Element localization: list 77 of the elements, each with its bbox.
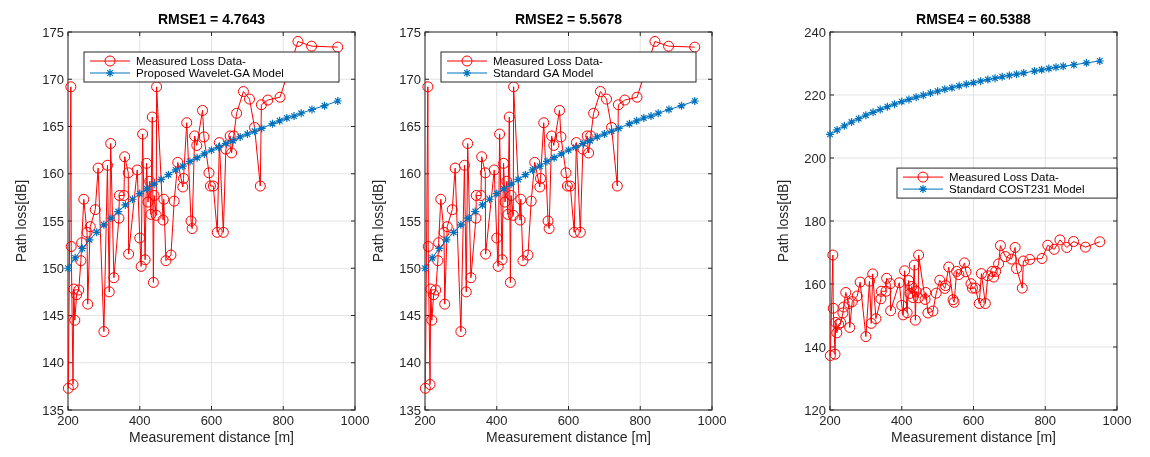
legend-label: Proposed Wavelet-GA Model [136, 67, 284, 79]
y-tick-label: 165 [42, 119, 64, 134]
y-tick-label: 240 [804, 24, 826, 40]
y-tick-label: 170 [42, 71, 64, 87]
point [113, 206, 123, 217]
point [427, 253, 437, 263]
point [441, 235, 452, 245]
x-axis-title: Measurement distance [m] [129, 429, 294, 445]
chart-title: RMSE2 = 5.5678 [514, 11, 623, 27]
point [690, 96, 700, 106]
x-tick-label: 800 [272, 413, 295, 428]
y-tick-label: 180 [804, 213, 826, 229]
x-tick-label: 1000 [697, 413, 727, 428]
x-tick-label: 1000 [1102, 413, 1132, 428]
point [470, 206, 480, 217]
legend-label: Measured Loss Data- [949, 171, 1060, 184]
chart-title: RMSE4 = 60.5388 [916, 11, 1032, 27]
y-axis-title: Path loss[dB] [370, 179, 386, 263]
x-tick-label: 400 [485, 413, 508, 428]
x-axis-title: Measurement distance [m] [891, 429, 1056, 445]
point [70, 253, 80, 263]
x-tick-label: 200 [414, 413, 436, 428]
y-tick-label: 155 [399, 213, 421, 229]
x-tick-label: 400 [890, 413, 913, 428]
y-tick-label: 150 [42, 260, 64, 276]
point [63, 263, 73, 273]
point [449, 227, 459, 237]
x-tick-label: 600 [200, 413, 223, 428]
point [463, 213, 473, 223]
x-tick-label: 1000 [340, 413, 370, 428]
y-tick-label: 170 [399, 71, 421, 87]
point [99, 220, 109, 230]
point [664, 104, 674, 115]
point [106, 213, 116, 223]
y-tick-label: 175 [42, 24, 64, 40]
point [434, 243, 444, 254]
point [319, 101, 330, 111]
x-tick-label: 800 [629, 413, 652, 428]
x-tick-label: 600 [962, 413, 985, 428]
y-tick-label: 160 [42, 166, 64, 182]
y-tick-label: 140 [42, 355, 64, 371]
point [456, 220, 466, 230]
y-tick-label: 145 [399, 308, 421, 323]
y-tick-label: 160 [399, 166, 421, 182]
point [77, 243, 87, 254]
chart-title: RMSE1 = 4.7643 [157, 11, 266, 27]
legend-label: Measured Loss Data- [493, 55, 604, 67]
legend-label: Standard GA Model [493, 67, 594, 79]
x-tick-label: 600 [557, 413, 580, 428]
y-tick-label: 140 [399, 355, 421, 371]
y-tick-label: 200 [804, 150, 826, 166]
x-tick-label: 200 [819, 413, 841, 428]
y-tick-label: 220 [804, 87, 826, 103]
x-tick-label: 800 [1034, 413, 1057, 428]
point [676, 101, 687, 111]
y-axis-title: Path loss[dB] [775, 179, 791, 263]
point [333, 96, 343, 106]
point [84, 235, 95, 245]
point [420, 263, 430, 273]
x-tick-label: 400 [128, 413, 151, 428]
y-tick-label: 140 [804, 339, 826, 355]
y-tick-label: 145 [42, 308, 64, 323]
point [1069, 60, 1079, 70]
point [1081, 58, 1092, 68]
x-tick-label: 200 [57, 413, 79, 428]
legend-label: Measured Loss Data- [136, 55, 247, 67]
legend-label: Standard COST231 Model [949, 183, 1085, 196]
point [92, 227, 102, 237]
y-tick-label: 175 [399, 24, 421, 40]
y-tick-label: 155 [42, 213, 64, 229]
y-axis-title: Path loss[dB] [13, 179, 29, 263]
x-axis-title: Measurement distance [m] [486, 429, 651, 445]
point [307, 104, 317, 115]
point [1095, 56, 1105, 66]
y-tick-label: 165 [399, 119, 421, 134]
y-tick-label: 150 [399, 260, 421, 276]
y-tick-label: 160 [804, 276, 826, 292]
